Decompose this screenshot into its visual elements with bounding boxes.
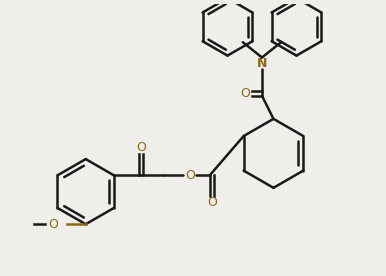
Text: O: O	[48, 218, 58, 231]
Text: O: O	[185, 169, 195, 182]
Text: O: O	[240, 87, 251, 100]
Text: N: N	[257, 57, 267, 70]
Text: O: O	[207, 197, 217, 209]
Text: O: O	[136, 141, 146, 154]
